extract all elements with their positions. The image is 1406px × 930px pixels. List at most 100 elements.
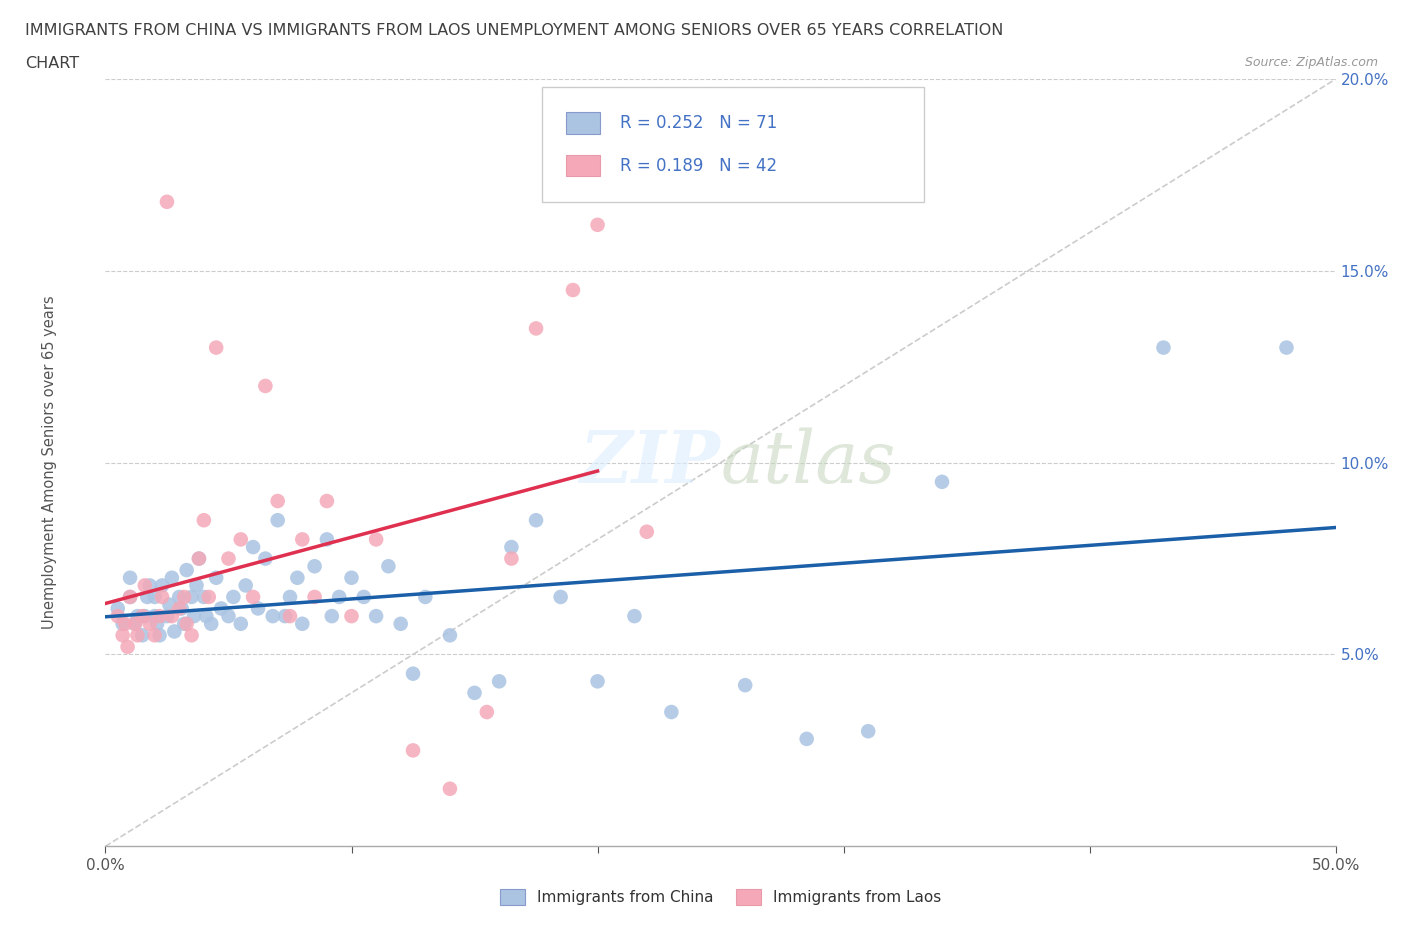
Point	[183, 609, 205, 624]
Point	[120, 570, 141, 585]
Point	[143, 628, 166, 643]
Point	[586, 674, 609, 689]
Point	[287, 570, 309, 585]
Point	[353, 590, 375, 604]
Y-axis label: Unemployment Among Seniors over 65 years: Unemployment Among Seniors over 65 years	[42, 296, 56, 630]
Point	[188, 551, 211, 566]
Point	[209, 601, 232, 616]
Point	[163, 624, 186, 639]
Point	[146, 617, 169, 631]
Point	[143, 609, 166, 624]
Point	[138, 578, 162, 593]
Point	[315, 494, 337, 509]
Point	[136, 590, 159, 604]
Point	[124, 617, 146, 631]
Point	[267, 512, 290, 527]
Point	[193, 512, 215, 527]
Legend: Immigrants from China, Immigrants from Laos: Immigrants from China, Immigrants from L…	[494, 884, 948, 911]
Point	[254, 379, 277, 393]
Point	[304, 559, 326, 574]
Point	[205, 340, 228, 355]
Point	[488, 674, 510, 689]
Point	[550, 590, 572, 604]
Point	[315, 532, 337, 547]
FancyBboxPatch shape	[565, 155, 600, 177]
Point	[134, 578, 156, 593]
Point	[524, 321, 547, 336]
FancyBboxPatch shape	[543, 86, 924, 202]
Point	[111, 628, 134, 643]
Point	[636, 525, 658, 539]
Point	[159, 597, 180, 612]
Point	[242, 590, 264, 604]
Point	[340, 609, 363, 624]
Point	[127, 628, 149, 643]
Point	[107, 601, 129, 616]
Point	[1275, 340, 1298, 355]
Point	[796, 731, 818, 746]
Point	[188, 551, 211, 566]
Point	[222, 590, 245, 604]
Point	[156, 194, 179, 209]
Point	[170, 601, 193, 616]
Point	[205, 570, 228, 585]
Point	[218, 609, 240, 624]
Point	[173, 617, 195, 631]
Point	[197, 590, 219, 604]
Point	[439, 628, 461, 643]
Point	[143, 590, 166, 604]
Point	[328, 590, 350, 604]
Point	[291, 532, 314, 547]
Point	[235, 578, 257, 593]
Point	[278, 609, 301, 624]
Point	[366, 532, 388, 547]
Point	[169, 590, 191, 604]
Point	[389, 617, 412, 631]
Point	[107, 609, 129, 624]
Point	[931, 474, 953, 489]
Point	[138, 617, 162, 631]
Text: ZIP: ZIP	[579, 427, 721, 498]
Point	[1153, 340, 1175, 355]
Point	[229, 617, 252, 631]
Point	[464, 685, 486, 700]
Point	[160, 570, 183, 585]
Point	[242, 539, 264, 554]
Text: R = 0.189   N = 42: R = 0.189 N = 42	[620, 157, 778, 175]
Point	[475, 705, 498, 720]
Text: IMMIGRANTS FROM CHINA VS IMMIGRANTS FROM LAOS UNEMPLOYMENT AMONG SENIORS OVER 65: IMMIGRANTS FROM CHINA VS IMMIGRANTS FROM…	[25, 23, 1004, 38]
Point	[180, 590, 202, 604]
Point	[340, 570, 363, 585]
Point	[150, 578, 173, 593]
Point	[120, 590, 141, 604]
Point	[124, 617, 146, 631]
Point	[176, 563, 198, 578]
Point	[150, 590, 173, 604]
Point	[131, 609, 153, 624]
Point	[156, 609, 179, 624]
Point	[127, 609, 149, 624]
Text: Source: ZipAtlas.com: Source: ZipAtlas.com	[1244, 56, 1378, 69]
Point	[114, 617, 136, 631]
Point	[180, 628, 202, 643]
Point	[254, 551, 277, 566]
Point	[247, 601, 270, 616]
Point	[169, 601, 191, 616]
Point	[176, 617, 198, 631]
Point	[111, 617, 134, 631]
Point	[304, 590, 326, 604]
Text: CHART: CHART	[25, 56, 79, 71]
Point	[366, 609, 388, 624]
Point	[278, 590, 301, 604]
Point	[274, 609, 297, 624]
FancyBboxPatch shape	[565, 112, 600, 134]
Point	[229, 532, 252, 547]
Point	[623, 609, 645, 624]
Text: atlas: atlas	[721, 428, 896, 498]
Point	[562, 283, 585, 298]
Point	[262, 609, 284, 624]
Point	[149, 628, 172, 643]
Point	[291, 617, 314, 631]
Point	[439, 781, 461, 796]
Point	[413, 590, 436, 604]
